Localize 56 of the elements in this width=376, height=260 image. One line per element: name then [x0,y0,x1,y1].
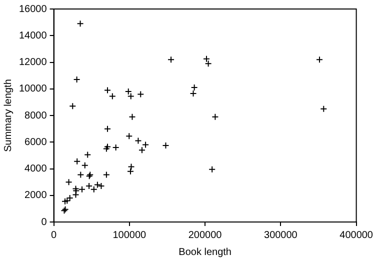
point [65,178,72,186]
point [134,137,142,144]
x-tick-label: 300000 [264,230,298,241]
point [104,125,112,132]
point [72,185,80,192]
y-tick-label: 12000 [18,57,48,68]
y-tick-label: 10000 [18,84,48,95]
point [138,146,146,154]
y-tick-label: 6000 [24,136,48,148]
point [62,198,68,205]
x-tick-label: 0 [51,230,58,241]
point [168,56,175,64]
x-tick-label: 100000 [112,230,147,241]
point [112,144,120,151]
point [190,84,198,92]
point [190,90,197,98]
point [108,92,116,100]
point [128,113,136,120]
point [102,145,110,152]
point [137,90,144,98]
point [64,197,71,204]
y-tick-label: 16000 [18,4,48,15]
point [320,105,328,112]
point [74,158,81,165]
point [72,191,80,198]
point [76,20,84,28]
point [69,102,76,110]
point [81,162,88,169]
point [84,151,92,158]
point [66,194,74,202]
y-axis-title: Summary length [2,79,14,152]
point [94,181,101,188]
point [102,171,110,178]
point [77,171,84,178]
point [104,86,112,94]
y-tick-label: 0 [41,216,48,228]
point [128,163,135,170]
y-tick-label: 4000 [24,164,48,174]
point [212,113,219,120]
point [208,166,216,173]
point [98,182,105,190]
x-axis-title: Book length [178,246,232,258]
point [78,186,86,193]
x-tick-label: 200000 [188,230,222,241]
point [142,141,150,148]
y-tick-label: 2000 [24,190,48,202]
x-tick-label: 400000 [340,230,374,241]
point [104,143,112,150]
y-tick-label: 8000 [24,110,48,122]
point [126,168,134,175]
point [316,56,323,64]
point [162,142,170,149]
y-tick-label: 14000 [18,30,48,42]
point [126,132,133,140]
point [73,76,80,84]
point [72,187,80,194]
